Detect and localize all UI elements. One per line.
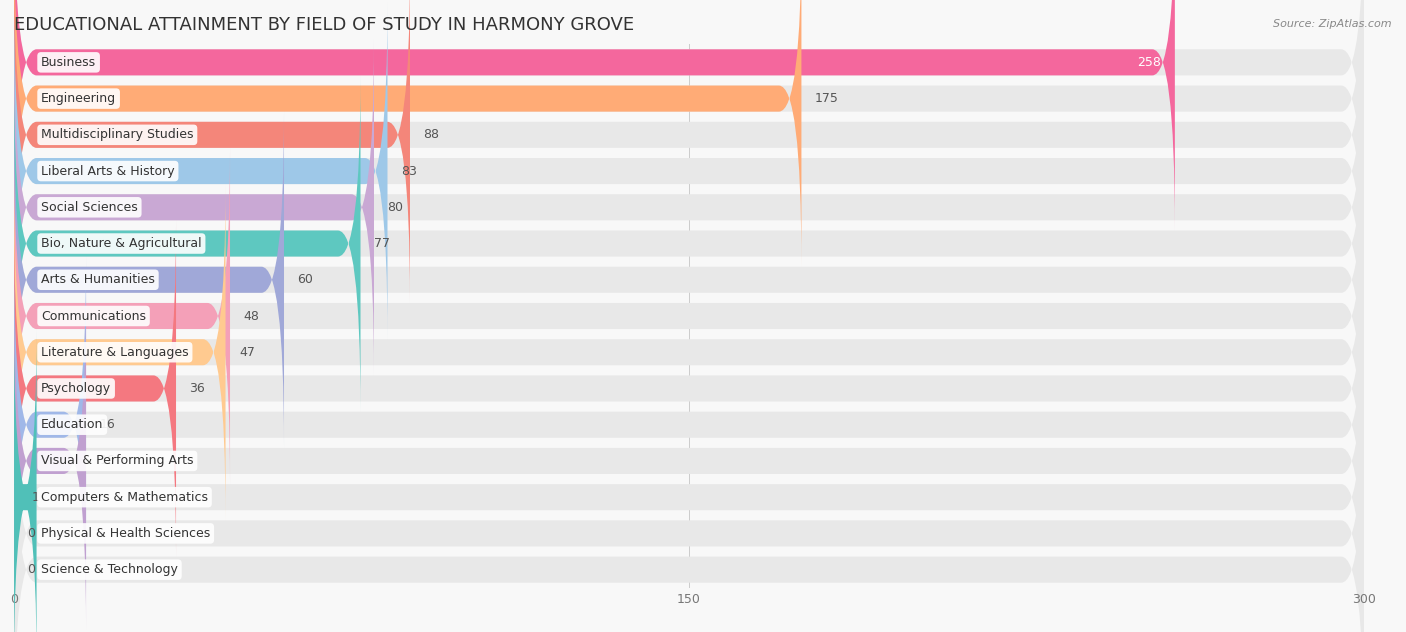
Text: Literature & Languages: Literature & Languages <box>41 346 188 359</box>
FancyBboxPatch shape <box>14 75 1364 411</box>
Text: Arts & Humanities: Arts & Humanities <box>41 273 155 286</box>
Text: Visual & Performing Arts: Visual & Performing Arts <box>41 454 194 468</box>
Text: Computers & Mathematics: Computers & Mathematics <box>41 490 208 504</box>
FancyBboxPatch shape <box>14 39 374 375</box>
FancyBboxPatch shape <box>14 184 225 520</box>
Text: 88: 88 <box>423 128 440 142</box>
FancyBboxPatch shape <box>14 0 1364 267</box>
Text: 16: 16 <box>100 418 115 431</box>
Text: Multidisciplinary Studies: Multidisciplinary Studies <box>41 128 194 142</box>
Text: Education: Education <box>41 418 104 431</box>
FancyBboxPatch shape <box>14 0 801 267</box>
FancyBboxPatch shape <box>14 293 1364 629</box>
Text: 36: 36 <box>190 382 205 395</box>
FancyBboxPatch shape <box>14 112 284 448</box>
FancyBboxPatch shape <box>14 148 1364 484</box>
FancyBboxPatch shape <box>14 293 86 629</box>
Text: Science & Technology: Science & Technology <box>41 563 179 576</box>
FancyBboxPatch shape <box>14 39 1364 375</box>
FancyBboxPatch shape <box>14 0 1175 231</box>
Text: Social Sciences: Social Sciences <box>41 201 138 214</box>
FancyBboxPatch shape <box>14 401 1364 632</box>
Text: 0: 0 <box>28 563 35 576</box>
Text: Bio, Nature & Agricultural: Bio, Nature & Agricultural <box>41 237 201 250</box>
FancyBboxPatch shape <box>14 0 411 303</box>
FancyBboxPatch shape <box>14 112 1364 448</box>
FancyBboxPatch shape <box>14 0 1364 303</box>
FancyBboxPatch shape <box>14 3 1364 339</box>
Text: 258: 258 <box>1137 56 1161 69</box>
Text: 175: 175 <box>815 92 839 105</box>
Text: Engineering: Engineering <box>41 92 117 105</box>
Text: 83: 83 <box>401 164 416 178</box>
Text: 77: 77 <box>374 237 389 250</box>
Text: Business: Business <box>41 56 96 69</box>
FancyBboxPatch shape <box>14 257 1364 593</box>
FancyBboxPatch shape <box>14 365 1364 632</box>
Text: 1: 1 <box>32 490 39 504</box>
Text: Communications: Communications <box>41 310 146 322</box>
FancyBboxPatch shape <box>14 329 37 632</box>
Text: 60: 60 <box>298 273 314 286</box>
Text: 47: 47 <box>239 346 254 359</box>
Text: Psychology: Psychology <box>41 382 111 395</box>
FancyBboxPatch shape <box>14 221 176 557</box>
Text: 0: 0 <box>28 527 35 540</box>
FancyBboxPatch shape <box>14 0 1364 231</box>
FancyBboxPatch shape <box>14 257 86 593</box>
Text: 16: 16 <box>100 454 115 468</box>
FancyBboxPatch shape <box>14 148 231 484</box>
FancyBboxPatch shape <box>14 184 1364 520</box>
Text: Physical & Health Sciences: Physical & Health Sciences <box>41 527 211 540</box>
Text: 80: 80 <box>388 201 404 214</box>
FancyBboxPatch shape <box>14 221 1364 557</box>
FancyBboxPatch shape <box>14 75 360 411</box>
Text: 48: 48 <box>243 310 259 322</box>
FancyBboxPatch shape <box>14 3 388 339</box>
FancyBboxPatch shape <box>14 329 1364 632</box>
Text: Liberal Arts & History: Liberal Arts & History <box>41 164 174 178</box>
Text: Source: ZipAtlas.com: Source: ZipAtlas.com <box>1274 19 1392 29</box>
Text: EDUCATIONAL ATTAINMENT BY FIELD OF STUDY IN HARMONY GROVE: EDUCATIONAL ATTAINMENT BY FIELD OF STUDY… <box>14 16 634 34</box>
